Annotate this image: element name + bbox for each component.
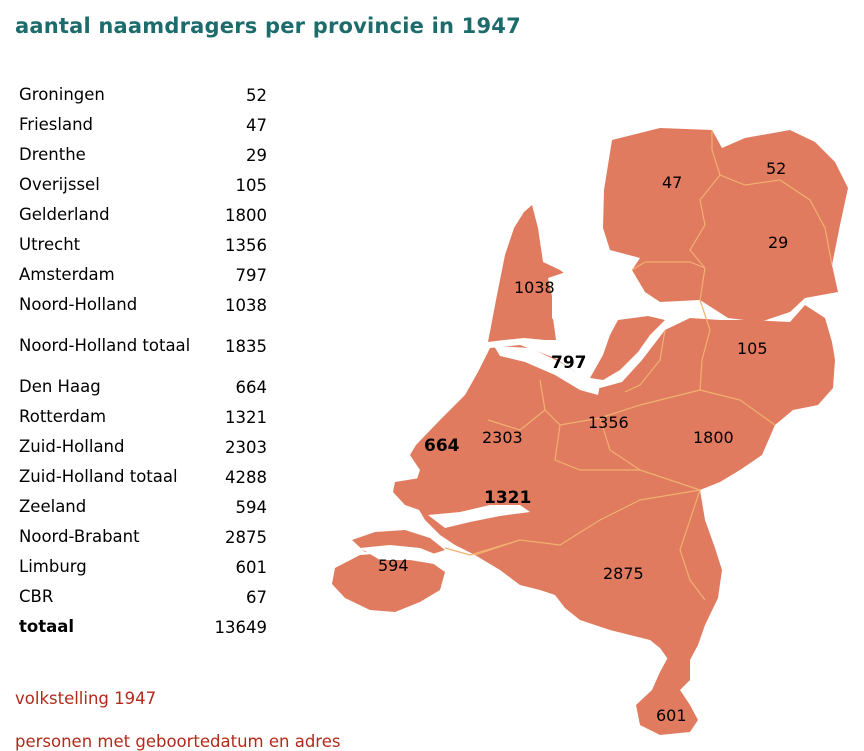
- map-land: [332, 128, 848, 735]
- province-central-shape: [408, 305, 835, 662]
- row-value: 1835: [225, 336, 267, 356]
- row-name: Noord-Holland totaal: [19, 336, 191, 355]
- row-name: Groningen: [19, 85, 105, 104]
- map-borders: [444, 130, 833, 601]
- map-label-den-haag: 664: [424, 436, 460, 456]
- map-label-zeeland: 594: [378, 556, 409, 575]
- table-row: Utrecht 1356: [15, 230, 271, 260]
- map-label-noord-holland: 1038: [514, 278, 555, 297]
- row-name: Utrecht: [19, 235, 81, 254]
- row-name: Gelderland: [19, 205, 110, 224]
- province-north-shape: [603, 128, 848, 322]
- map-label-zuid-holland: 2303: [482, 428, 523, 447]
- table-row: Groningen 52: [15, 80, 271, 110]
- table-row: Gelderland 1800: [15, 200, 271, 230]
- row-value: 67: [246, 587, 267, 607]
- row-name: Zuid-Holland totaal: [19, 467, 178, 486]
- row-value: 105: [235, 175, 268, 195]
- map-label-overijssel: 105: [737, 339, 768, 358]
- source-note: volkstelling 1947: [15, 689, 157, 708]
- row-value: 29: [246, 145, 267, 165]
- row-value: 601: [235, 557, 268, 577]
- table-row: CBR 67: [15, 582, 271, 612]
- row-name: CBR: [19, 587, 54, 606]
- footer-note: personen met geboortedatum en adres: [15, 732, 341, 751]
- map-label-noord-brabant: 2875: [603, 564, 644, 583]
- province-table: Groningen 52 Friesland 47 Drenthe 29 Overij…: [15, 80, 271, 642]
- table-row: Rotterdam 1321: [15, 402, 271, 432]
- row-name: Noord-Holland: [19, 295, 138, 314]
- row-value: 1356: [225, 235, 267, 255]
- row-name: Friesland: [19, 115, 94, 134]
- row-value: 2303: [225, 437, 267, 457]
- map-water: [360, 270, 604, 565]
- province-limburg-shape: [636, 650, 698, 735]
- row-name: Rotterdam: [19, 407, 107, 426]
- province-flevoland-shape: [590, 316, 665, 380]
- province-zeeland-south-shape: [332, 552, 445, 612]
- row-name: totaal: [19, 617, 75, 636]
- row-value: 1321: [225, 407, 267, 427]
- row-value: 1038: [225, 295, 267, 315]
- table-row: Amsterdam 797: [15, 260, 271, 290]
- row-name: Den Haag: [19, 377, 101, 396]
- row-name: Amsterdam: [19, 265, 115, 284]
- table-row-total: totaal 13649: [15, 612, 271, 642]
- row-value: 797: [235, 265, 268, 285]
- map-label-gelderland: 1800: [693, 428, 734, 447]
- table-row: Noord-Holland 1038: [15, 290, 271, 320]
- table-row: Friesland 47: [15, 110, 271, 140]
- table-row: Noord-Brabant 2875: [15, 522, 271, 552]
- row-name: Noord-Brabant: [19, 527, 140, 546]
- row-name: Zuid-Holland: [19, 437, 125, 456]
- row-value: 664: [235, 377, 268, 397]
- page-title: aantal naamdragers per provincie in 1947: [15, 14, 521, 38]
- table-row: Drenthe 29: [15, 140, 271, 170]
- row-name: Limburg: [19, 557, 87, 576]
- map-label-limburg: 601: [656, 706, 687, 725]
- table-row: Overijssel 105: [15, 170, 271, 200]
- row-value: 4288: [225, 467, 267, 487]
- row-value: 594: [235, 497, 268, 517]
- map-label-rotterdam: 1321: [484, 488, 531, 508]
- row-name: Zeeland: [19, 497, 87, 516]
- table-row: Limburg 601: [15, 552, 271, 582]
- map-label-friesland: 47: [662, 173, 682, 192]
- province-noord-holland-shape: [488, 205, 588, 342]
- table-row: Zuid-Holland totaal 4288: [15, 462, 271, 492]
- table-row: Noord-Holland totaal 1835: [15, 320, 271, 372]
- row-name: Drenthe: [19, 145, 86, 164]
- row-value: 2875: [225, 527, 267, 547]
- map-label-groningen: 52: [766, 159, 786, 178]
- province-zeeland-north-shape: [393, 478, 470, 515]
- row-name: Overijssel: [19, 175, 100, 194]
- map-label-utrecht: 1356: [588, 413, 629, 432]
- table-row: Den Haag 664: [15, 372, 271, 402]
- row-value: 52: [246, 85, 267, 105]
- map-label-amsterdam: 797: [551, 353, 587, 373]
- map-label-drenthe: 29: [768, 233, 788, 252]
- row-value: 13649: [214, 617, 268, 637]
- row-value: 47: [246, 115, 267, 135]
- row-value: 1800: [225, 205, 267, 225]
- table-row: Zuid-Holland 2303: [15, 432, 271, 462]
- table-row: Zeeland 594: [15, 492, 271, 522]
